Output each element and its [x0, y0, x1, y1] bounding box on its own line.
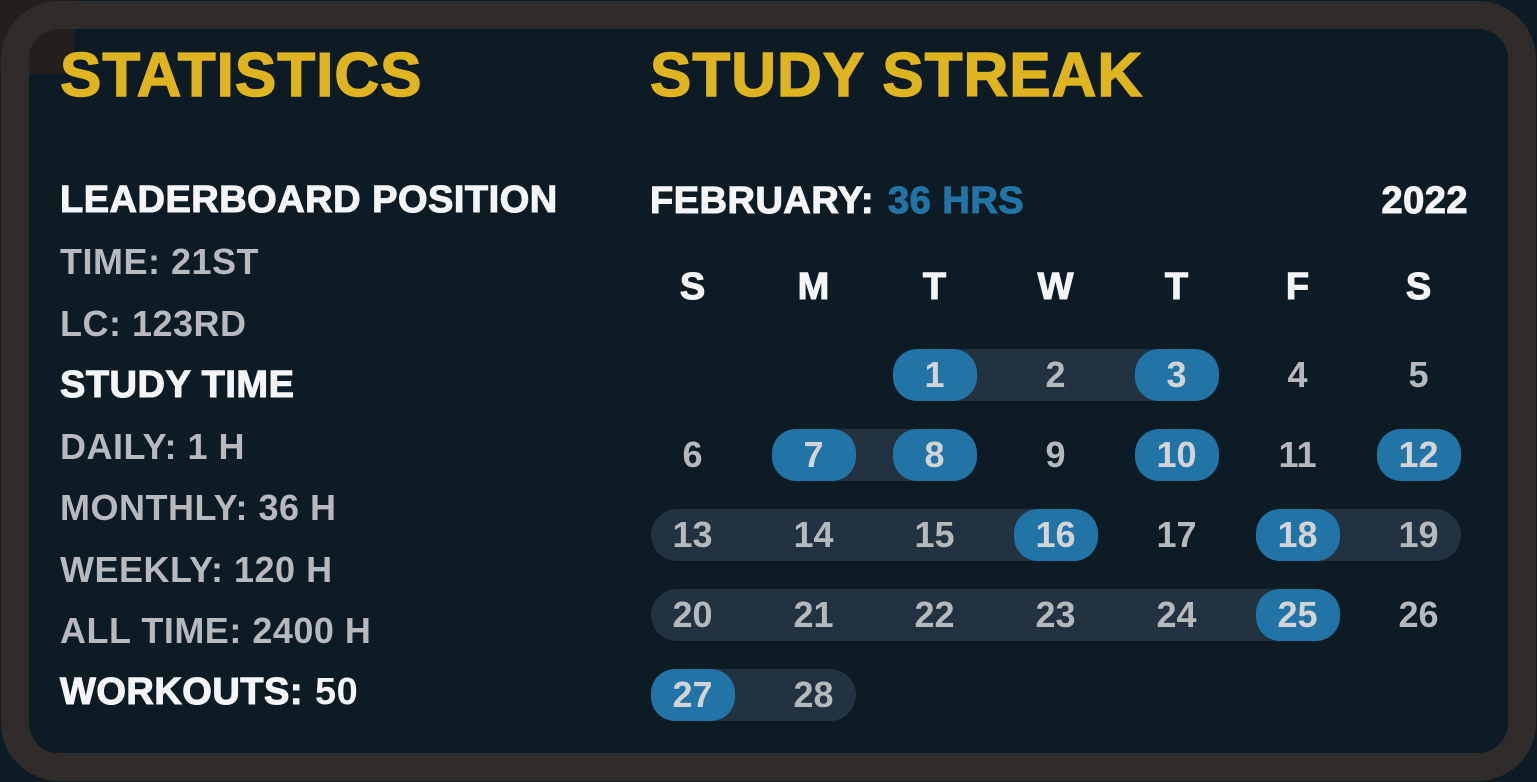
- calendar-day-studied: 7: [771, 429, 856, 481]
- calendar-day-studied: 25: [1255, 589, 1340, 641]
- stat-line: WEEKLY: 120 H: [60, 548, 333, 590]
- month-hours-total: 36 HRS: [887, 179, 1025, 222]
- weekday-header: W: [1037, 265, 1074, 308]
- calendar-day: 23: [1035, 594, 1076, 635]
- calendar-day-studied: 3: [1134, 349, 1219, 401]
- calendar-day-studied: 8: [892, 429, 977, 481]
- weekday-header: S: [1405, 265, 1432, 308]
- calendar-day: 13: [672, 514, 713, 555]
- calendar-day-studied: 18: [1255, 509, 1340, 561]
- stat-line: MONTHLY: 36 H: [60, 487, 337, 529]
- calendar-day: 15: [914, 514, 955, 555]
- calendar-day: 28: [793, 674, 834, 715]
- calendar-day: 20: [672, 594, 713, 635]
- calendar-day: 9: [1045, 434, 1066, 475]
- calendar-day: 4: [1287, 354, 1308, 395]
- calendar-day: 26: [1398, 594, 1439, 635]
- calendar-day-studied: 12: [1376, 429, 1461, 481]
- calendar-day-studied: 1: [892, 349, 977, 401]
- weekday-header: M: [797, 265, 830, 308]
- calendar-day: 24: [1156, 594, 1197, 635]
- calendar-day-studied: 16: [1013, 509, 1098, 561]
- calendar-day: 11: [1278, 434, 1317, 475]
- calendar-day: 14: [793, 514, 834, 555]
- stat-line: LEADERBOARD POSITION: [59, 179, 558, 222]
- stats-lines: LEADERBOARD POSITION TIME: 21ST LC: 123RD S…: [59, 170, 620, 724]
- calendar-days: 1 2 3 4 5 6 7 8 9 10 11 12 13 14 15 16 17 18 19 20 21 22 23 24 2…: [632, 335, 1479, 735]
- weekday-header: F: [1285, 265, 1310, 308]
- statistics-title: STATISTICS: [59, 41, 423, 110]
- calendar-day: 5: [1408, 354, 1429, 395]
- calendar-day: 17: [1156, 514, 1197, 555]
- stat-line: LC: 123RD: [60, 302, 247, 344]
- stat-value: 50: [315, 671, 359, 714]
- stat-line: ALL TIME: 2400 H: [60, 610, 372, 652]
- weekday-header: T: [1164, 265, 1189, 308]
- stat-line: WORKOUTS: 50: [59, 671, 359, 714]
- calendar-day: 22: [914, 594, 955, 635]
- month-label: FEBRUARY:: [649, 179, 875, 222]
- year-label: 2022: [1381, 179, 1468, 222]
- month-summary-row: FEBRUARY: 36 HRS 2022: [649, 179, 1468, 223]
- calendar-day-studied: 27: [650, 669, 735, 721]
- weekday-header: T: [922, 265, 947, 308]
- calendar-day: 19: [1398, 514, 1439, 555]
- calendar-day: 6: [682, 434, 703, 475]
- weekday-header: S: [679, 265, 706, 308]
- study-streak-title: STUDY STREAK: [649, 41, 1144, 110]
- calendar-day: 2: [1045, 354, 1066, 395]
- streak-band: [650, 589, 1340, 641]
- stat-line: DAILY: 1 H: [60, 425, 246, 467]
- calendar-day: 21: [793, 594, 834, 635]
- stat-line: TIME: 21ST: [60, 241, 260, 283]
- calendar-day-studied: 10: [1134, 429, 1219, 481]
- stat-line: STUDY TIME: [59, 363, 295, 406]
